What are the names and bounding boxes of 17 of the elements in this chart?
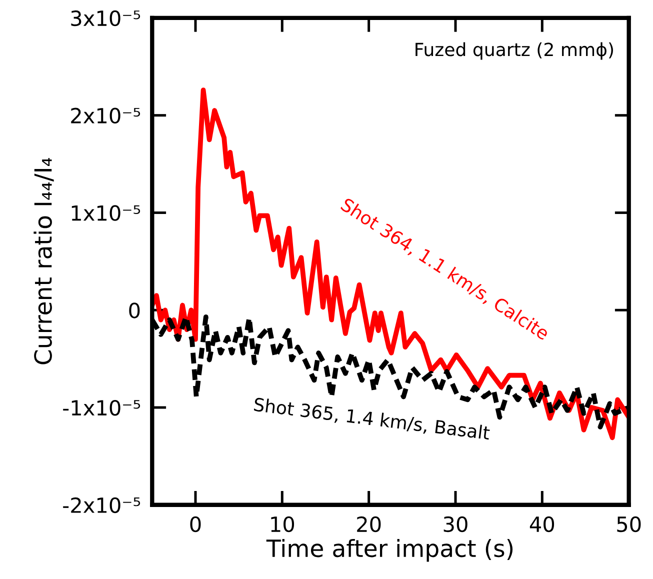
line-series (152, 88, 629, 440)
y-tick-label: 2x10⁻⁵ (71, 108, 140, 124)
x-axis-title: Time after impact (s) (266, 538, 513, 562)
y-tick-label: -1x10⁻⁵ (63, 400, 140, 416)
y-tick-label: -2x10⁻⁵ (63, 497, 140, 514)
x-tick-label: 20 (357, 516, 381, 532)
x-tick-label: 50 (617, 516, 641, 532)
x-tick-label: 40 (530, 516, 554, 532)
y-tick-label: 0 (129, 302, 140, 318)
y-tick-label: 1x10⁻⁵ (72, 205, 140, 221)
x-tick-label: 30 (444, 516, 468, 532)
x-tick-label: 0 (190, 516, 201, 532)
x-tick-label: 10 (271, 516, 294, 532)
annotation: Fuzed quartz (2 mmϕ) (416, 42, 613, 60)
text: Shot 365, 1.4 km/s, Basalt (254, 397, 490, 442)
y-tick-label: 3x10⁻⁵ (71, 10, 140, 26)
y-axis-title: Current ratio I₄₄/I₄ (34, 158, 54, 364)
